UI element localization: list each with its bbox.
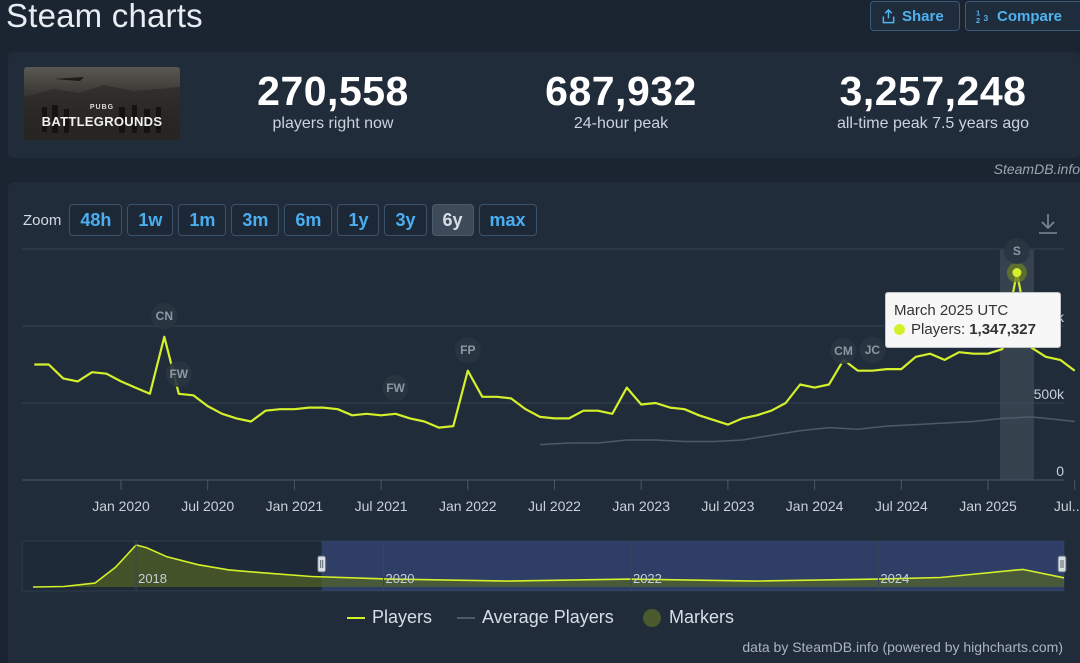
zoom-6y-button[interactable]: 6y [431, 204, 474, 236]
legend-average-label: Average Players [482, 607, 614, 627]
stat-all-time-peak: 3,257,248 all-time peak 7.5 years ago [788, 68, 1078, 133]
stat-value: 3,257,248 [839, 68, 1027, 114]
x-tick-label: Jul 2022 [528, 498, 581, 514]
share-button[interactable]: Share [870, 1, 960, 31]
navigator-year-label: 2018 [138, 571, 167, 586]
zoom-label: Zoom [23, 211, 62, 229]
x-tick-label: Jul 2023 [701, 498, 754, 514]
hover-band [999, 250, 1034, 480]
legend-average[interactable]: Average Players [457, 607, 614, 628]
download-icon[interactable] [1037, 211, 1059, 237]
marker-label: FW [169, 367, 188, 381]
tooltip-row: Players: 1,347,327 [894, 321, 1052, 338]
marker-bubble [454, 337, 481, 363]
page-title: Steam charts [6, 0, 203, 34]
svg-text:3: 3 [984, 13, 989, 23]
zoom-max-button[interactable]: max [478, 204, 537, 236]
tooltip-title: March 2025 UTC [894, 302, 1009, 319]
marker-bubble [165, 361, 192, 387]
x-tick-label: Jan 2025 [959, 498, 1017, 514]
navigator-area [33, 545, 1064, 587]
chart-legend: Players Average Players Markers [0, 607, 1080, 633]
share-label: Share [902, 7, 944, 25]
zoom-3m-button[interactable]: 3m [231, 204, 280, 236]
zoom-3y-button[interactable]: 3y [384, 204, 427, 236]
tooltip-series-name: Players: [911, 321, 966, 338]
navigator-right-handle[interactable] [1057, 555, 1067, 573]
stat-current-players: 270,558 players right now [218, 68, 448, 133]
stat-value: 270,558 [257, 68, 409, 114]
zoom-1m-button[interactable]: 1m [178, 204, 227, 236]
zoom-1w-button[interactable]: 1w [127, 204, 174, 236]
legend-markers-swatch [643, 608, 661, 627]
stat-value: 687,932 [545, 68, 697, 114]
legend-markers[interactable]: Markers [643, 607, 734, 628]
marker-label: CM [834, 344, 853, 358]
navigator-left-handle[interactable] [317, 555, 327, 573]
marker-label: FW [386, 381, 405, 395]
svg-text:2: 2 [976, 16, 980, 24]
tooltip-series-dot [894, 324, 905, 335]
steamdb-credit: SteamDB.info [993, 161, 1080, 177]
x-tick-label: Jan 2023 [612, 498, 670, 514]
legend-players-label: Players [372, 607, 433, 627]
compare-label: Compare [997, 7, 1063, 25]
hover-point [1012, 268, 1022, 278]
x-tick-label: Jul... [1054, 498, 1080, 514]
game-art [24, 77, 180, 140]
x-tick-label: Jul 2021 [355, 498, 408, 514]
chart-tooltip: March 2025 UTC Players: 1,347,327 [885, 292, 1061, 348]
marker-bubble [151, 303, 178, 329]
navigator-year-label: 2020 [386, 571, 415, 586]
legend-markers-label: Markers [669, 607, 735, 627]
tooltip-value: 1,347,327 [969, 321, 1036, 338]
zoom-48h-button[interactable]: 48h [69, 204, 123, 236]
highcharts-credit: data by SteamDB.info (powered by highcha… [742, 639, 1063, 655]
legend-players-swatch [347, 616, 365, 619]
compare-button[interactable]: 1 2 3 Compare [965, 1, 1080, 31]
marker-label: S [1013, 244, 1021, 258]
marker-bubble [859, 337, 886, 363]
x-tick-label: Jan 2022 [439, 498, 497, 514]
page-header: Steam charts Share 1 2 3 Compare [0, 0, 1080, 44]
stat-label: 24-hour peak [573, 115, 669, 132]
stat-label: players right now [272, 115, 394, 132]
marker-label: FP [460, 343, 475, 357]
zoom-6m-button[interactable]: 6m [284, 204, 333, 236]
navigator-year-label: 2024 [880, 571, 909, 586]
game-logo: BATTLEGROUNDS [41, 114, 163, 129]
marker-bubble [382, 375, 409, 401]
navigator-year-label: 2022 [633, 571, 662, 586]
marker-label: CN [156, 309, 173, 323]
stat-24h-peak: 687,932 24-hour peak [506, 68, 736, 133]
marker-label: JC [865, 343, 881, 357]
x-tick-label: Jul 2024 [875, 498, 928, 514]
legend-players[interactable]: Players [347, 607, 432, 628]
stat-label: all-time peak 7.5 years ago [836, 115, 1030, 132]
svg-text:1: 1 [976, 9, 980, 18]
share-icon [882, 8, 895, 23]
x-tick-label: Jan 2021 [266, 498, 324, 514]
zoom-1y-button[interactable]: 1y [337, 204, 380, 236]
x-tick-label: Jan 2020 [92, 498, 150, 514]
x-tick-label: Jan 2024 [786, 498, 844, 514]
marker-bubble [830, 338, 857, 364]
stats-panel: PUBG BATTLEGROUNDS 270,558 players right… [8, 52, 1080, 158]
y-tick-label: 500k [1034, 386, 1065, 402]
marker-bubble [1003, 238, 1030, 264]
average-players-line [539, 416, 1075, 446]
y-tick-label: 0 [1056, 463, 1064, 479]
zoom-controls: Zoom 48h 1w 1m 3m 6m 1y 3y 6y max [23, 204, 542, 236]
compare-icon: 1 2 3 [976, 9, 989, 24]
game-thumbnail[interactable]: PUBG BATTLEGROUNDS [24, 67, 180, 140]
x-tick-label: Jul 2020 [181, 498, 234, 514]
legend-average-swatch [457, 616, 475, 619]
game-logo-small: PUBG [89, 104, 115, 111]
players-line [34, 271, 1076, 429]
